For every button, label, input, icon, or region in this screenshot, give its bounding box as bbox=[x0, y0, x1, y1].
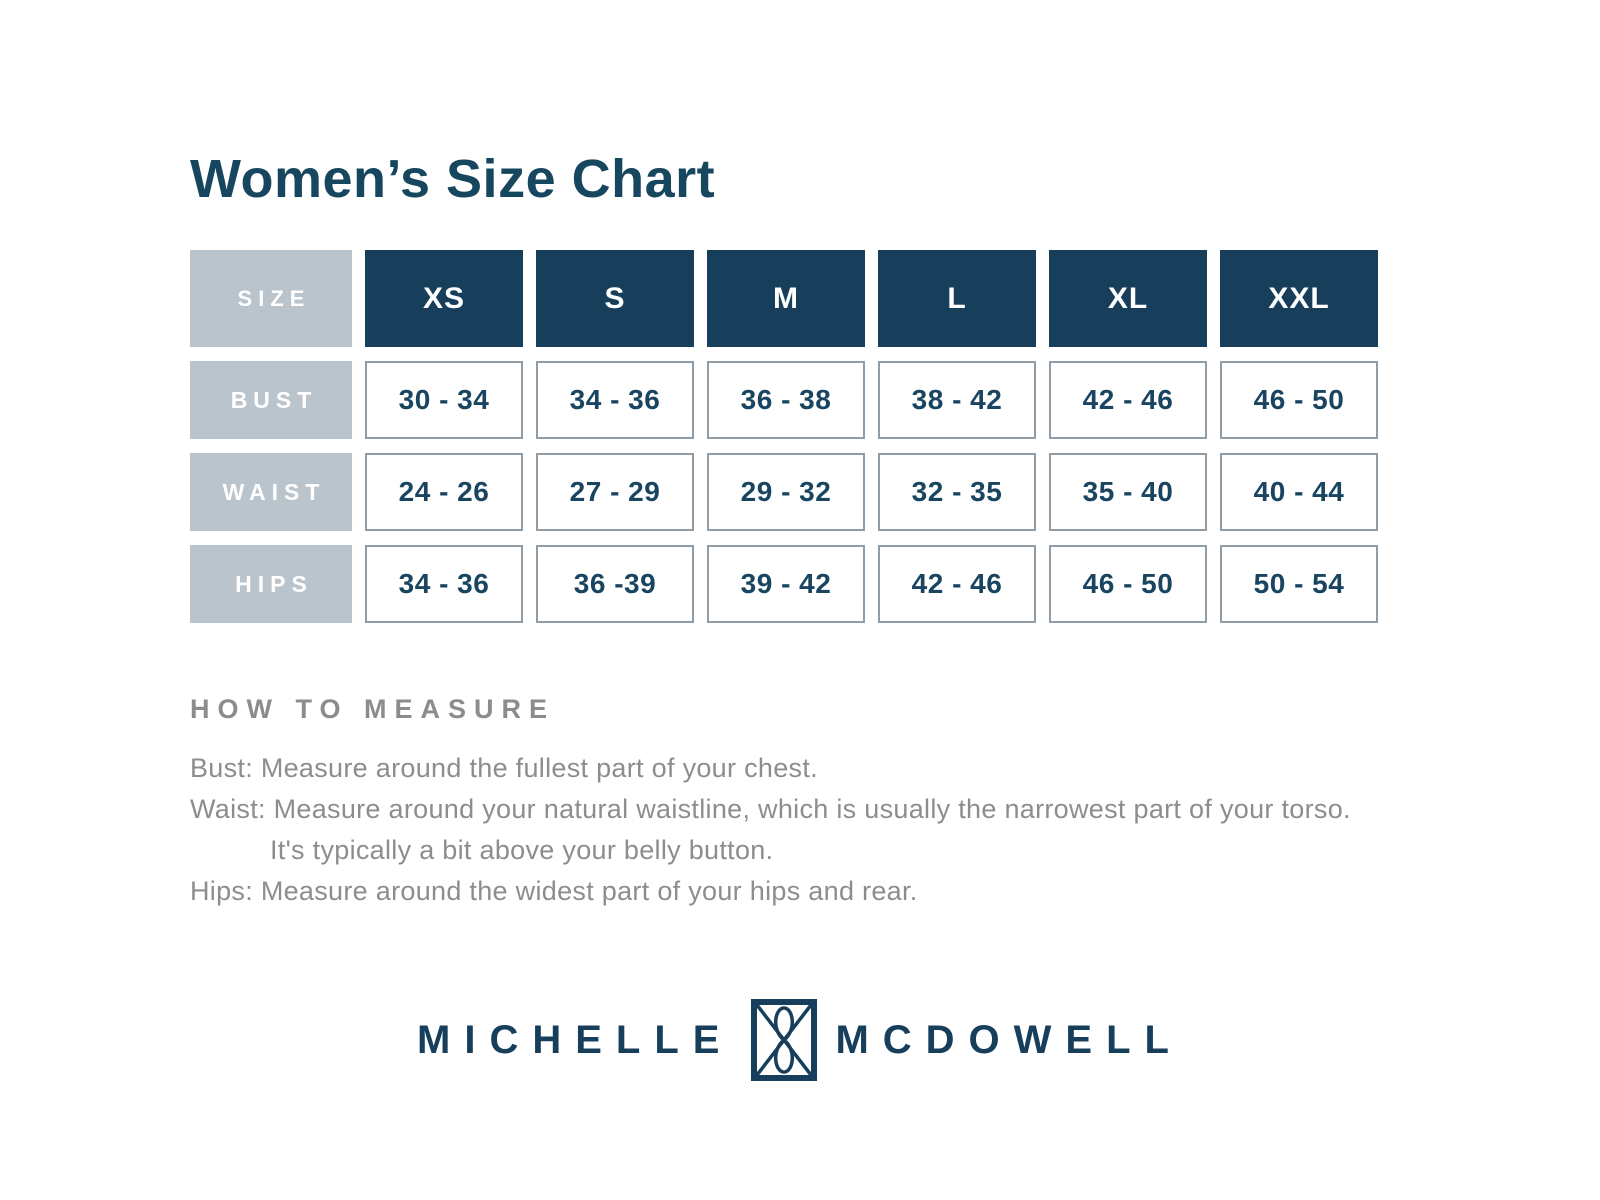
size-column-header-xxl: XXL bbox=[1220, 250, 1378, 347]
row-label-waist: WAIST bbox=[190, 453, 352, 531]
value-cell-waist-s: 27 - 29 bbox=[536, 453, 694, 531]
how-to-measure-heading: HOW TO MEASURE bbox=[190, 694, 556, 724]
value-cell-bust-m: 36 - 38 bbox=[707, 361, 865, 439]
value-cell-hips-xl: 46 - 50 bbox=[1049, 545, 1207, 623]
value-cell-bust-xs: 30 - 34 bbox=[365, 361, 523, 439]
monogram-icon bbox=[751, 999, 818, 1081]
value-cell-waist-xxl: 40 - 44 bbox=[1220, 453, 1378, 531]
size-column-header-m: M bbox=[707, 250, 865, 347]
brand-word-left: MICHELLE bbox=[417, 1017, 734, 1062]
value-cell-waist-m: 29 - 32 bbox=[707, 453, 865, 531]
size-column-header-xs: XS bbox=[365, 250, 523, 347]
how-to-measure-line-1: Bust: Measure around the fullest part of… bbox=[190, 753, 818, 783]
size-column-header-xl: XL bbox=[1049, 250, 1207, 347]
value-cell-hips-xxl: 50 - 54 bbox=[1220, 545, 1378, 623]
value-cell-hips-m: 39 - 42 bbox=[707, 545, 865, 623]
value-cell-bust-l: 38 - 42 bbox=[878, 361, 1036, 439]
value-cell-hips-l: 42 - 46 bbox=[878, 545, 1036, 623]
size-column-header-s: S bbox=[536, 250, 694, 347]
how-to-measure-text: Bust: Measure around the fullest part of… bbox=[190, 748, 1351, 912]
value-cell-bust-xl: 42 - 46 bbox=[1049, 361, 1207, 439]
size-column-header-l: L bbox=[878, 250, 1036, 347]
size-table: SIZE XS S M L XL XXL BUST 30 - 34 34 - 36 36 - 38 3… bbox=[190, 250, 1378, 623]
how-to-measure-line-4: Hips: Measure around the widest part of … bbox=[190, 876, 918, 906]
value-cell-waist-xl: 35 - 40 bbox=[1049, 453, 1207, 531]
value-cell-waist-xs: 24 - 26 bbox=[365, 453, 523, 531]
value-cell-bust-s: 34 - 36 bbox=[536, 361, 694, 439]
value-cell-waist-l: 32 - 35 bbox=[878, 453, 1036, 531]
page-title: Women’s Size Chart bbox=[190, 149, 716, 209]
brand-word-right: MCDOWELL bbox=[835, 1017, 1183, 1062]
value-cell-hips-xs: 34 - 36 bbox=[365, 545, 523, 623]
how-to-measure-line-2: Waist: Measure around your natural waist… bbox=[190, 794, 1351, 824]
how-to-measure-line-3: It's typically a bit above your belly bu… bbox=[270, 835, 774, 865]
brand-logo: MICHELLE MCDOWELL bbox=[0, 995, 1600, 1085]
size-corner-label: SIZE bbox=[190, 250, 352, 347]
row-label-bust: BUST bbox=[190, 361, 352, 439]
value-cell-bust-xxl: 46 - 50 bbox=[1220, 361, 1378, 439]
value-cell-hips-s: 36 -39 bbox=[536, 545, 694, 623]
row-label-hips: HIPS bbox=[190, 545, 352, 623]
